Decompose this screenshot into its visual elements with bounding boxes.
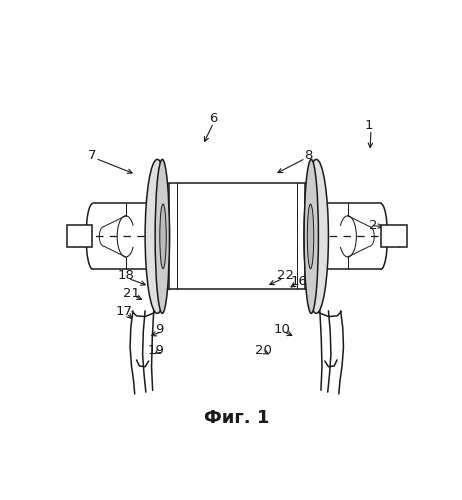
Text: 1: 1 <box>365 119 373 132</box>
Text: Фиг. 1: Фиг. 1 <box>204 409 269 427</box>
Bar <box>67 226 92 248</box>
Ellipse shape <box>304 160 328 314</box>
Ellipse shape <box>304 160 318 314</box>
Text: 2: 2 <box>369 219 377 232</box>
Text: 21: 21 <box>122 287 140 300</box>
Text: 20: 20 <box>255 344 272 358</box>
Bar <box>169 184 305 290</box>
Text: 10: 10 <box>273 323 290 336</box>
Ellipse shape <box>145 160 170 314</box>
Text: 19: 19 <box>148 344 164 358</box>
Text: 22: 22 <box>277 270 294 282</box>
Text: 6: 6 <box>209 112 218 124</box>
Text: 8: 8 <box>304 150 313 162</box>
Text: 17: 17 <box>116 305 133 318</box>
Text: 18: 18 <box>117 270 134 282</box>
Text: 16: 16 <box>291 274 308 287</box>
Ellipse shape <box>160 204 166 268</box>
Bar <box>381 226 407 248</box>
Text: 7: 7 <box>87 150 96 162</box>
Text: 9: 9 <box>156 323 164 336</box>
Ellipse shape <box>307 204 314 268</box>
Ellipse shape <box>155 160 170 314</box>
